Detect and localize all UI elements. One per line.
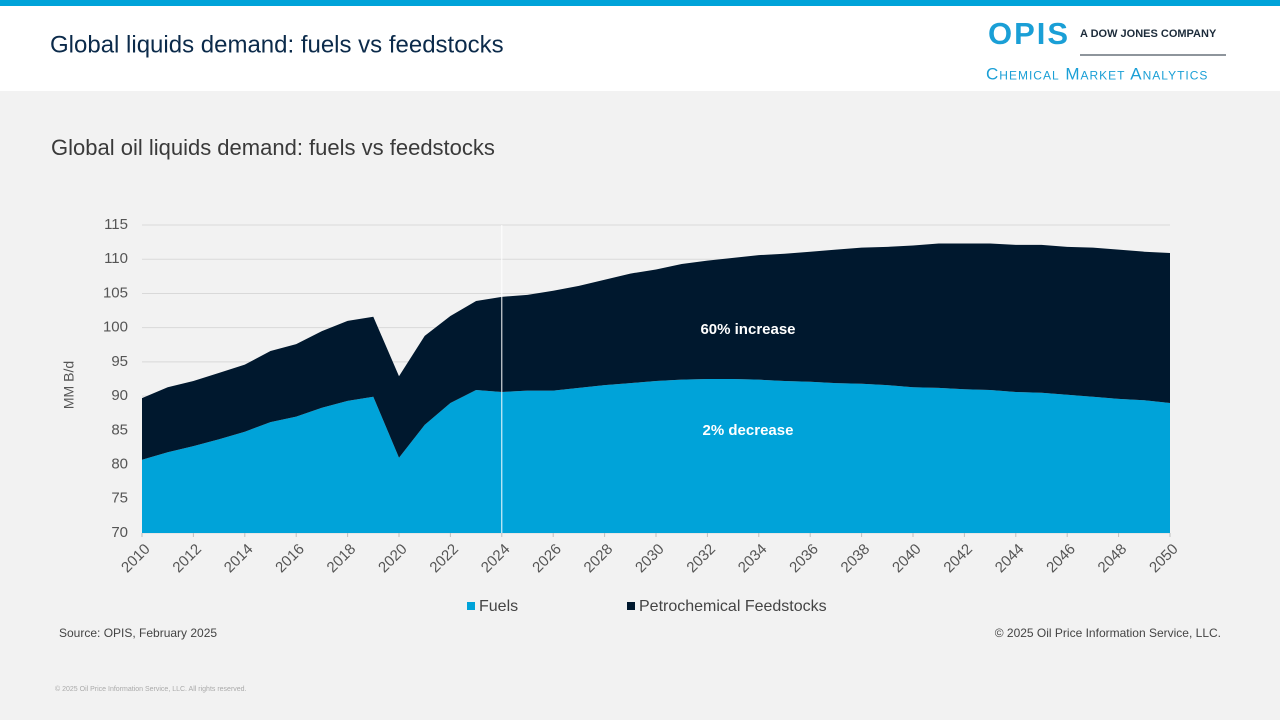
y-tick-label: 95 bbox=[111, 353, 128, 370]
y-tick-label: 70 bbox=[111, 524, 128, 541]
y-tick-label: 90 bbox=[111, 387, 128, 404]
y-axis-label: MM B/d bbox=[61, 361, 77, 409]
legend-label: Petrochemical Feedstocks bbox=[639, 598, 827, 615]
area bbox=[142, 243, 1170, 460]
legend-swatch bbox=[627, 602, 635, 610]
y-tick-label: 80 bbox=[111, 456, 128, 473]
y-tick-label: 105 bbox=[103, 284, 128, 301]
annotation: 2% decrease bbox=[703, 422, 794, 439]
source: Source: OPIS, February 2025 bbox=[59, 626, 217, 640]
legend-label: Fuels bbox=[479, 598, 518, 615]
top-bar bbox=[0, 0, 1280, 6]
annotation: 60% increase bbox=[700, 321, 795, 338]
y-tick-label: 75 bbox=[111, 490, 128, 507]
logo-subtitle: Chemical Market Analytics bbox=[986, 64, 1208, 83]
logo-tagline: A DOW JONES COMPANY bbox=[1080, 28, 1217, 40]
y-tick-label: 110 bbox=[104, 250, 128, 267]
y-tick-label: 115 bbox=[104, 216, 128, 233]
copyright: © 2025 Oil Price Information Service, LL… bbox=[995, 626, 1221, 640]
header-band bbox=[0, 0, 1280, 91]
area bbox=[142, 379, 1170, 533]
fine-print: © 2025 Oil Price Information Service, LL… bbox=[55, 685, 247, 693]
logo: OPIS bbox=[988, 16, 1070, 51]
slide-title: Global liquids demand: fuels vs feedstoc… bbox=[50, 31, 504, 58]
y-tick-label: 85 bbox=[111, 421, 128, 438]
chart-title: Global oil liquids demand: fuels vs feed… bbox=[51, 135, 495, 160]
legend-swatch bbox=[467, 602, 475, 610]
y-tick-label: 100 bbox=[103, 319, 128, 336]
